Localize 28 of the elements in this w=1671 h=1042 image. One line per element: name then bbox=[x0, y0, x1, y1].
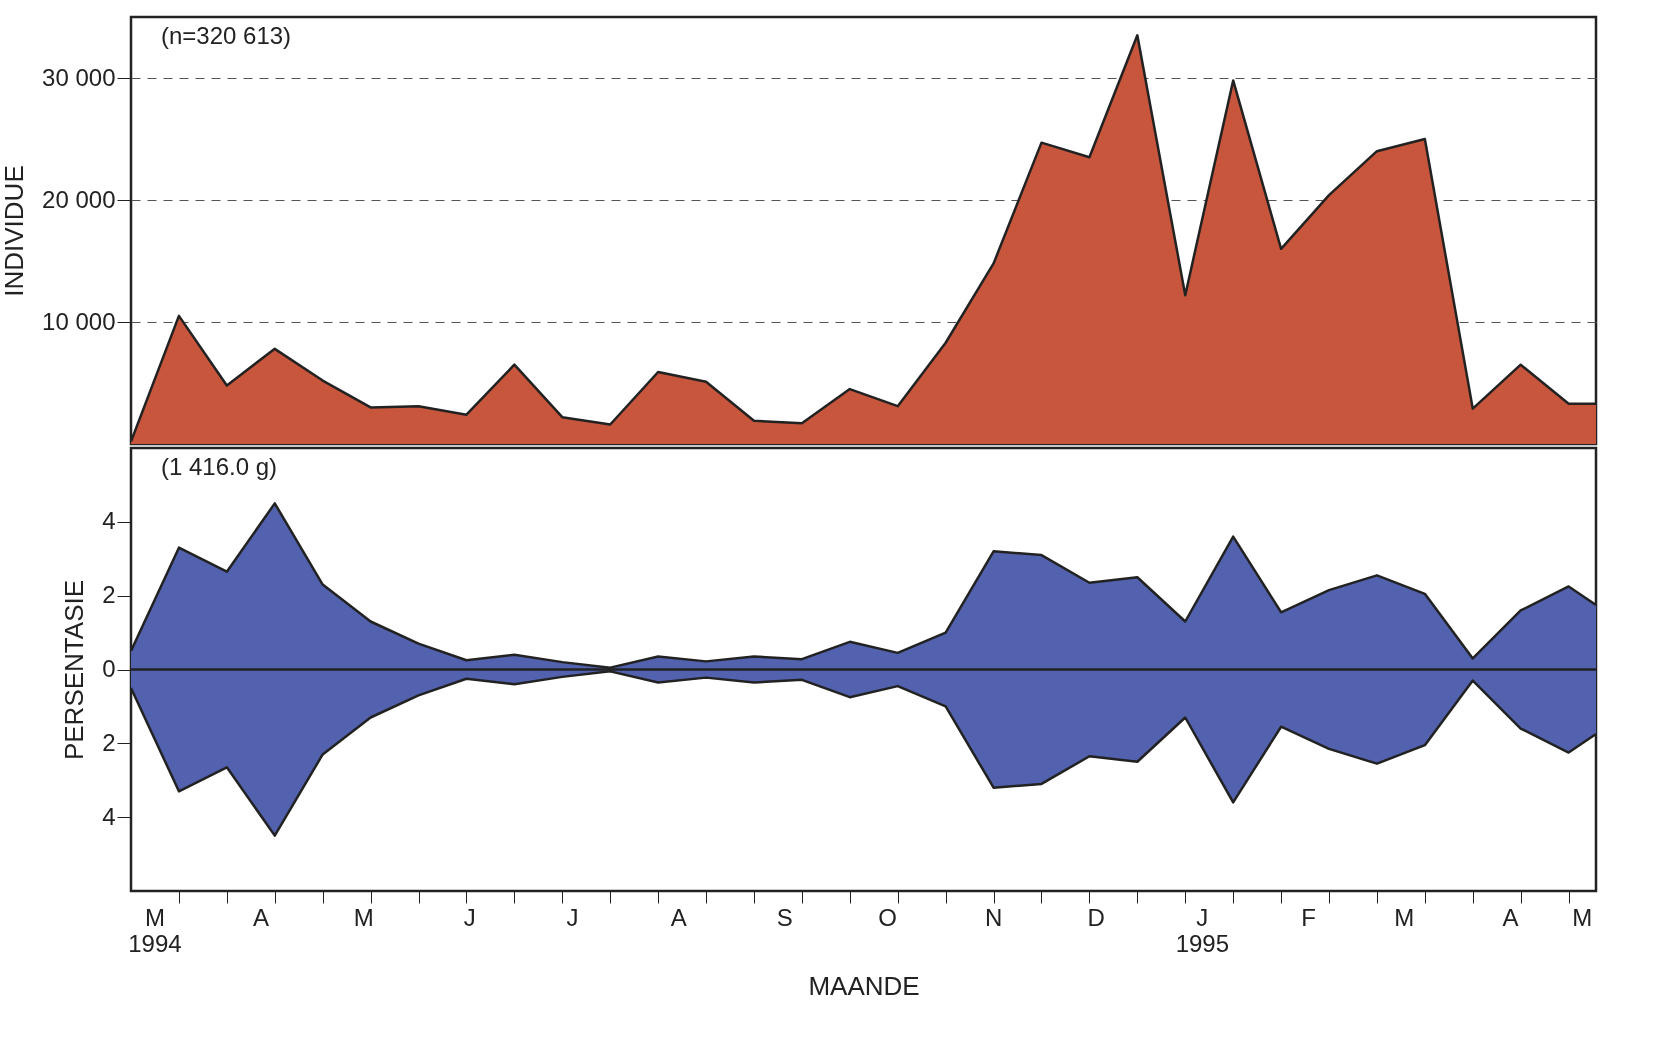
x-tick-label: J 1995 bbox=[1175, 904, 1230, 957]
y-tick-label: 0 bbox=[102, 655, 116, 682]
y-tick-label: 30 000 bbox=[42, 63, 116, 91]
y-tick-label: 2 bbox=[102, 728, 116, 756]
annotation: (n=320 613) bbox=[161, 22, 292, 49]
y-tick-label: 4 bbox=[102, 802, 116, 830]
y-axis-title: INDIVIDUE bbox=[0, 165, 30, 297]
annotation: (1 416.0 g) bbox=[161, 453, 278, 480]
x-tick-label: M bbox=[1572, 904, 1593, 931]
x-tick-label: S bbox=[776, 904, 793, 931]
x-tick-label: N bbox=[984, 904, 1003, 931]
y-tick-label: 10 000 bbox=[42, 307, 116, 335]
x-tick-label: M bbox=[353, 904, 374, 931]
x-tick-label: A bbox=[1502, 904, 1519, 931]
x-axis-title: MAANDE bbox=[808, 971, 920, 1001]
y-tick-label: 2 bbox=[102, 581, 116, 609]
x-tick-label: A bbox=[253, 904, 270, 931]
x-tick-label: F bbox=[1301, 904, 1316, 931]
x-tick-label: J bbox=[463, 904, 476, 931]
y-tick-label: 20 000 bbox=[42, 185, 116, 213]
x-tick-label: J bbox=[566, 904, 579, 931]
x-tick-label: A bbox=[670, 904, 687, 931]
x-tick-label: M 1994 bbox=[128, 904, 182, 957]
x-tick-label: M bbox=[1394, 904, 1415, 931]
x-tick-label: D bbox=[1087, 904, 1105, 931]
y-axis-title: PERSENTASIE bbox=[59, 579, 90, 761]
x-tick-label: O bbox=[878, 904, 897, 931]
y-tick-label: 4 bbox=[102, 507, 116, 535]
